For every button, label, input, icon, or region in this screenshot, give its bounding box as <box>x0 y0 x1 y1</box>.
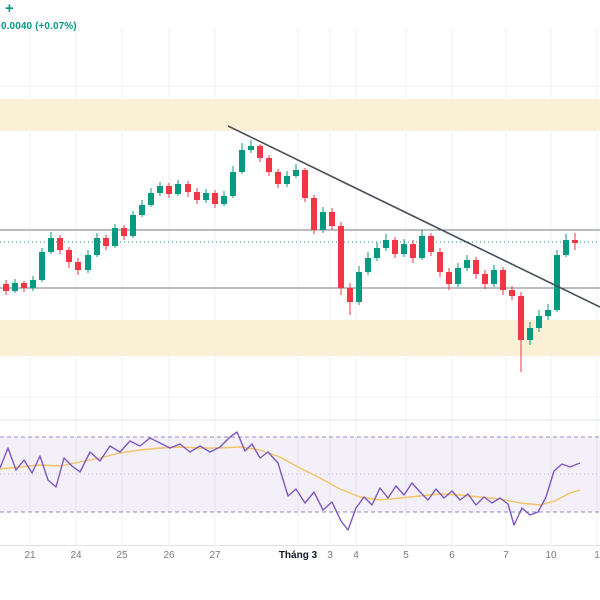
candle-body <box>12 283 18 291</box>
candle-body <box>166 186 172 194</box>
candle-body <box>3 284 9 291</box>
candle-body <box>500 270 506 290</box>
candle-body <box>356 272 362 302</box>
time-axis-label[interactable]: 24 <box>70 550 82 561</box>
candle-body <box>139 205 145 215</box>
time-axis-label[interactable]: 6 <box>449 550 455 561</box>
candle-body <box>293 170 299 176</box>
candle-body <box>21 283 27 288</box>
candle-body <box>320 212 326 230</box>
time-axis-label[interactable]: 1 <box>594 550 600 561</box>
candle-body <box>48 238 54 252</box>
time-axis-label[interactable]: Tháng 3 <box>279 550 318 561</box>
candle-body <box>239 150 245 172</box>
time-axis-label[interactable]: 25 <box>116 550 128 561</box>
candle-body <box>563 240 569 255</box>
candles[interactable] <box>3 140 578 372</box>
candle-body <box>401 244 407 254</box>
candle-body <box>311 198 317 230</box>
highlight-zone-1[interactable] <box>0 99 600 131</box>
candle-body <box>446 272 452 284</box>
candle-body <box>194 192 200 200</box>
candle-body <box>203 193 209 200</box>
candle-body <box>491 270 497 284</box>
time-axis-label[interactable]: 10 <box>545 550 557 561</box>
candle-body <box>94 238 100 255</box>
candle-body <box>329 212 335 226</box>
candle-body <box>266 158 272 172</box>
candle-body <box>30 280 36 288</box>
oscillator-line <box>0 431 581 531</box>
time-axis-label[interactable]: 27 <box>209 550 221 561</box>
highlight-zone-2[interactable] <box>0 320 600 356</box>
candle-body <box>482 274 488 284</box>
candle-body <box>419 236 425 258</box>
candle-body <box>112 228 118 246</box>
candle-body <box>338 226 344 288</box>
candle-body <box>248 146 254 150</box>
candle-body <box>66 250 72 262</box>
time-axis-background <box>0 546 600 600</box>
candle-body <box>527 328 533 340</box>
candle-body <box>85 255 91 270</box>
candle-body <box>455 268 461 284</box>
candle-body <box>554 255 560 310</box>
candle-body <box>212 193 218 204</box>
time-axis-label[interactable]: 4 <box>353 550 359 561</box>
time-axis-label[interactable]: 3 <box>327 550 333 561</box>
candle-body <box>518 296 524 340</box>
time-axis-label[interactable]: 5 <box>403 550 409 561</box>
candle-body <box>175 184 181 194</box>
time-axis-label[interactable]: 7 <box>503 550 509 561</box>
candle-body <box>428 236 434 252</box>
candle-body <box>75 262 81 270</box>
candle-body <box>509 290 515 296</box>
candle-body <box>130 215 136 236</box>
candle-body <box>148 193 154 205</box>
candle-body <box>39 252 45 280</box>
candle-body <box>347 288 353 302</box>
candle-body <box>257 146 263 158</box>
candle-body <box>464 260 470 268</box>
candle-body <box>572 240 578 243</box>
time-axis-label[interactable]: 26 <box>163 550 175 561</box>
candle-body <box>302 170 308 198</box>
candle-body <box>185 184 191 192</box>
candle-body <box>410 244 416 258</box>
time-axis-label[interactable]: 21 <box>24 550 36 561</box>
candle-body <box>392 240 398 254</box>
candle-body <box>545 310 551 316</box>
candle-body <box>473 260 479 274</box>
candle-body <box>365 258 371 272</box>
trendline[interactable] <box>227 125 600 308</box>
candle-body <box>374 248 380 258</box>
candle-body <box>383 240 389 248</box>
candle-body <box>275 172 281 184</box>
symbol-change-label: 0.0040 (+0.07%) <box>1 21 77 32</box>
add-icon[interactable]: + <box>5 0 14 17</box>
candle-body <box>157 186 163 193</box>
candle-body <box>121 228 127 236</box>
time-axis[interactable]: 21 24 25 26 27 Tháng 3 3 4 5 6 7 10 1 <box>24 550 600 561</box>
candle-body <box>230 172 236 196</box>
oscillator-ma-line <box>0 446 581 506</box>
candle-body <box>103 238 109 246</box>
candle-body <box>221 196 227 204</box>
candle-body <box>536 316 542 328</box>
candle-body <box>57 238 63 250</box>
candle-body <box>284 176 290 184</box>
candle-body <box>437 252 443 272</box>
